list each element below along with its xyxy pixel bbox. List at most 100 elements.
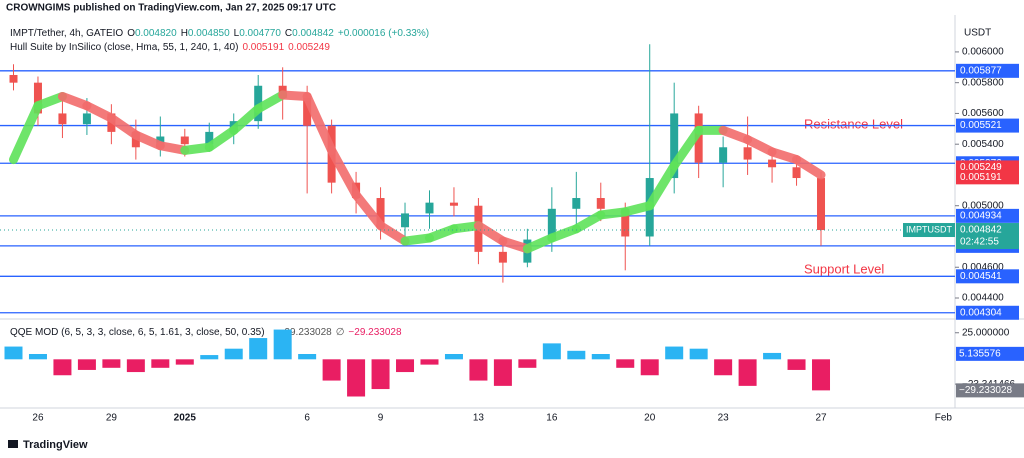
x-tick-label: 29 — [106, 413, 118, 424]
x-tick-label: Feb — [935, 413, 953, 424]
hull-segment — [571, 210, 606, 234]
histogram-bar — [763, 352, 782, 360]
level-label-bg — [956, 305, 1019, 320]
hull-segment — [229, 104, 263, 135]
y-tick-label: 0.005000 — [962, 200, 1004, 211]
candle-body — [401, 213, 410, 228]
histogram-bar — [396, 359, 415, 373]
histogram-bar — [298, 354, 317, 360]
candle-body — [498, 251, 507, 263]
legend-main: IMPT/Tether, 4h, GATEIO O0.004820 H0.00485… — [10, 28, 429, 39]
level-label: 0.004541 — [960, 271, 1002, 282]
hull-name: Hull Suite by InSilico (close, Hma, 55, … — [10, 42, 238, 53]
histogram-bar — [689, 348, 708, 360]
histogram-bar — [420, 359, 439, 365]
hull-segment — [327, 145, 361, 200]
footer-brand: TradingView — [23, 439, 88, 451]
legend-value: 0.004770 — [239, 28, 281, 39]
candle-body — [180, 136, 189, 145]
candle-body — [425, 202, 434, 214]
hull-label: 0.005249 — [960, 162, 1002, 173]
histogram-bar — [77, 359, 96, 370]
currency: USDT — [964, 28, 991, 39]
x-tick-label: 26 — [32, 413, 44, 424]
histogram-bar — [175, 359, 194, 365]
candle-body — [670, 113, 679, 179]
candle-body — [303, 98, 312, 126]
legend-symbol: IMPT/Tether, 4h, GATEIO — [10, 28, 123, 39]
histogram-bar — [591, 354, 610, 360]
histogram-bar — [151, 359, 170, 368]
candle-body — [621, 208, 630, 237]
level-label: 0.005877 — [960, 65, 1002, 76]
candle-body — [817, 178, 826, 231]
candle-body — [792, 167, 801, 179]
footer-logo — [8, 440, 18, 448]
x-tick-label: 20 — [644, 413, 656, 424]
level-label-bg — [956, 208, 1019, 223]
qqe-value: ∅ — [336, 327, 345, 338]
histogram-bar — [493, 359, 512, 386]
hull-segment — [82, 101, 116, 123]
hull-segment — [302, 92, 337, 155]
header-title: CROWNGIMS published on TradingView.com, … — [6, 3, 336, 14]
candle-body — [33, 82, 42, 114]
histogram-bar — [812, 359, 831, 391]
histogram-bar — [273, 329, 292, 360]
histogram-bar — [518, 359, 537, 368]
symbol-label: IMPTUSDT — [906, 224, 953, 234]
y-tick-label: 0.005400 — [962, 139, 1004, 150]
x-tick-label: 16 — [546, 413, 558, 424]
histogram-bar — [665, 346, 684, 360]
histogram-bar — [714, 359, 733, 376]
histogram-bar — [322, 359, 341, 381]
legend-value: 0.004842 — [292, 28, 334, 39]
indicator-label-bg — [956, 346, 1024, 361]
annotation-resistance: Resistance Level — [804, 116, 903, 131]
histogram-bar — [469, 359, 488, 381]
candle-body — [254, 85, 263, 122]
hull-label: 0.005191 — [960, 172, 1002, 183]
x-tick-label: 9 — [378, 413, 384, 424]
histogram-bar — [567, 350, 586, 360]
indicator-label: 5.135576 — [959, 348, 1001, 359]
hull-label-bg — [956, 170, 1019, 185]
y-tick-label: 25.000000 — [962, 327, 1010, 338]
histogram-bar — [224, 348, 243, 360]
histogram-bar — [444, 354, 463, 360]
x-tick-label: 23 — [718, 413, 730, 424]
y-tick-label: 0.005800 — [962, 77, 1004, 88]
annotation-support: Support Level — [804, 261, 884, 276]
legend-hull: Hull Suite by InSilico (close, Hma, 55, … — [10, 42, 330, 53]
legend-qqe: QQE MOD (6, 5, 3, 3, close, 6, 5, 1.61, … — [10, 327, 402, 338]
legend-change: +0.000016 (+0.33%) — [338, 28, 429, 39]
legend-label: O — [127, 28, 135, 39]
logo-mark — [8, 440, 18, 448]
histogram-bar — [542, 343, 561, 360]
candle-body — [205, 131, 214, 145]
histogram-bar — [28, 354, 47, 360]
x-tick-label: 6 — [304, 413, 310, 424]
histogram-bar — [200, 355, 219, 360]
candle-body — [9, 74, 18, 83]
histogram-bar — [640, 359, 659, 376]
histogram-bar — [371, 359, 390, 390]
y-tick-label: 0.004600 — [962, 262, 1004, 273]
histogram-bar — [738, 359, 757, 386]
hull-segment — [9, 101, 43, 165]
qqe-value: −29.233028 — [348, 327, 402, 338]
level-label: 0.004934 — [960, 211, 1002, 222]
legend-label: H — [181, 28, 188, 39]
hull-segment — [376, 221, 410, 246]
indicator-label: −29.233028 — [959, 385, 1013, 396]
candle-body — [596, 198, 605, 209]
histogram-bar — [249, 338, 268, 360]
x-tick-label: 2025 — [174, 413, 197, 424]
hull-segment — [792, 155, 826, 180]
histogram-bar — [616, 359, 635, 368]
candle-body — [58, 113, 67, 125]
candle-body — [547, 208, 556, 240]
